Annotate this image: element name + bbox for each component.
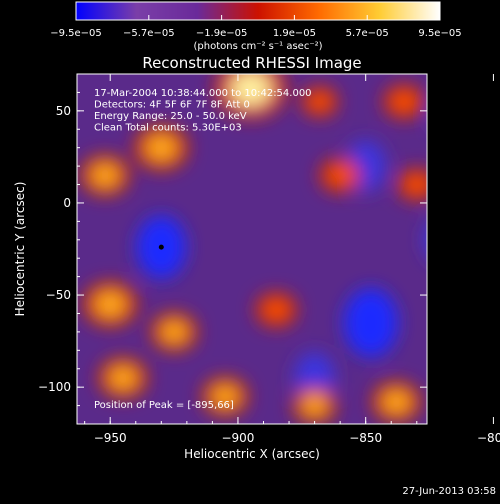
annotation-line: Clean Total counts: 5.30E+03 (94, 123, 242, 134)
footer-timestamp: 27-Jun-2013 03:58 (402, 486, 496, 497)
dark-region (424, 227, 427, 252)
colorbar-tick-label: −9.5e−05 (50, 28, 102, 39)
colorbar (75, 1, 441, 21)
y-tick-label: −100 (38, 380, 71, 394)
heatmap-area (77, 74, 500, 424)
bright-region-core (481, 350, 500, 380)
source-marker (158, 244, 164, 250)
bright-region-core (264, 299, 289, 321)
colorbar-tick-label: 9.5e−05 (418, 28, 461, 39)
x-tick-label: −850 (349, 431, 382, 445)
colorbar-unit-label: (photons cm⁻² s⁻¹ asec⁻²) (193, 41, 322, 52)
x-tick-label: −900 (221, 431, 254, 445)
y-axis: −100 −50 0 50 (38, 91, 427, 407)
heatmap-markers (158, 244, 496, 250)
bright-region-core (94, 290, 127, 318)
dark-region (343, 288, 399, 358)
annotation-line: 17-Mar-2004 10:38:44.000 to 10:42:54.000 (94, 88, 312, 99)
chart-title: Reconstructed RHESSI Image (142, 54, 361, 72)
annotation-block: 17-Mar-2004 10:38:44.000 to 10:42:54.000… (94, 88, 312, 134)
source-marker (491, 245, 496, 250)
annotation-line: Energy Range: 25.0 - 50.0 keV (94, 111, 247, 122)
y-tick-label: −50 (46, 288, 71, 302)
y-tick-label: 0 (63, 196, 71, 210)
bright-region-core (145, 134, 178, 162)
bright-region-core (108, 365, 138, 391)
bright-region-core (309, 92, 331, 111)
bright-region-core (229, 74, 272, 107)
y-axis-label: Heliocentric Y (arcsec) (13, 182, 27, 317)
dark-region (469, 215, 500, 278)
bright-region-core (160, 320, 188, 344)
bright-region-core (327, 164, 353, 186)
bright-region-core (391, 91, 417, 113)
bright-region-core (405, 174, 427, 195)
bright-region-core (211, 384, 239, 409)
peak-position-label: Position of Peak = [-895,66] (94, 400, 234, 411)
bright-region-core (301, 394, 328, 417)
x-tick-label: −950 (94, 431, 127, 445)
x-axis: −950 −900 −850 −800 (84, 74, 500, 445)
colorbar-tick-label: −1.9e−05 (196, 28, 248, 39)
bright-region-core (381, 389, 411, 415)
x-tick-label: −800 (477, 431, 500, 445)
colorbar-tick-label: 1.9e−05 (273, 28, 316, 39)
colorbar-tick-label: −5.7e−05 (123, 28, 175, 39)
annotation-line: Detectors: 4F 5F 6F 7F 8F Att 0 (94, 100, 250, 111)
plot-frame (76, 73, 428, 425)
colorbar-ticks: −9.5e−05 −5.7e−05 −1.9e−05 1.9e−05 5.7e−05 9.… (50, 15, 462, 39)
colorbar-tick-label: 5.7e−05 (346, 28, 389, 39)
bright-region-core (90, 163, 120, 188)
x-axis-label: Heliocentric X (arcsec) (184, 447, 320, 461)
y-tick-label: 50 (56, 104, 71, 118)
dark-region (434, 87, 477, 142)
bright-region-halo (469, 340, 500, 389)
